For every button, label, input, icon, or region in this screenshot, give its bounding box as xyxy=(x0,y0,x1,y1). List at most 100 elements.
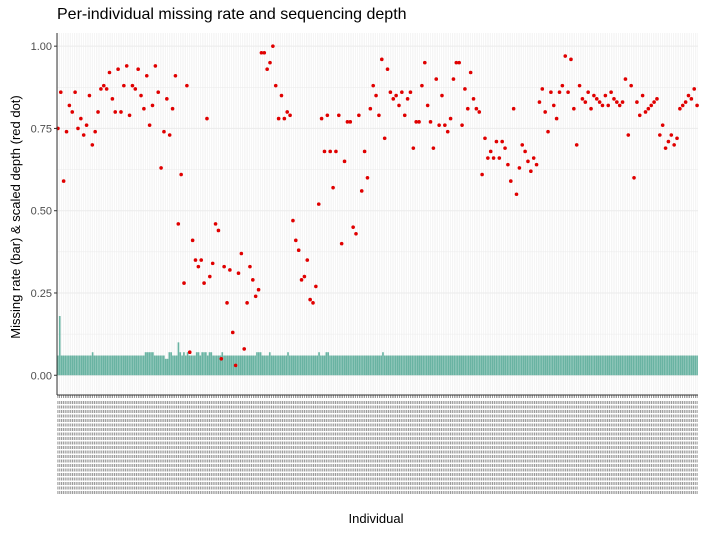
depth-dot xyxy=(319,116,324,121)
depth-dot xyxy=(669,133,674,137)
bar xyxy=(615,355,618,376)
depth-dot xyxy=(96,110,100,114)
depth-dot xyxy=(153,64,158,68)
bar xyxy=(458,355,461,376)
depth-dot xyxy=(359,189,364,193)
bar xyxy=(621,355,624,376)
bar xyxy=(413,355,415,376)
depth-dot xyxy=(305,258,310,262)
depth-dot xyxy=(508,179,513,183)
depth-dot xyxy=(440,93,444,98)
depth-dot xyxy=(276,116,281,121)
depth-dot xyxy=(511,106,516,111)
bar xyxy=(192,355,194,376)
depth-dot xyxy=(334,149,338,154)
bar xyxy=(617,355,620,376)
depth-dot xyxy=(147,123,152,127)
bar xyxy=(688,355,691,376)
depth-dot xyxy=(271,44,275,48)
bar xyxy=(471,355,474,376)
bar xyxy=(131,355,134,376)
depth-dot xyxy=(574,143,579,147)
bar xyxy=(449,355,452,376)
depth-dot xyxy=(445,129,450,134)
bar xyxy=(356,355,359,376)
depth-dot xyxy=(560,83,565,88)
depth-dot xyxy=(199,258,204,262)
bar xyxy=(159,355,162,376)
depth-dot xyxy=(680,103,685,108)
depth-dot xyxy=(239,251,244,256)
bar xyxy=(88,355,90,376)
bar xyxy=(482,355,485,376)
bar xyxy=(398,355,401,376)
depth-dot xyxy=(428,120,433,124)
bar xyxy=(268,352,271,376)
depth-dot xyxy=(514,192,519,197)
bar xyxy=(188,355,191,376)
depth-dot xyxy=(230,330,235,335)
bar xyxy=(566,355,569,376)
bar xyxy=(550,355,552,376)
bar xyxy=(150,352,152,376)
depth-dot xyxy=(316,202,321,206)
depth-dot xyxy=(70,110,75,114)
bar xyxy=(360,355,362,376)
depth-dot xyxy=(388,90,393,95)
bar xyxy=(228,355,231,376)
bar xyxy=(111,355,114,376)
bar xyxy=(168,352,171,376)
depth-dot xyxy=(546,129,550,134)
bar xyxy=(694,355,697,376)
bar xyxy=(561,355,563,376)
bar xyxy=(210,352,213,376)
depth-dot xyxy=(331,185,335,190)
depth-dot xyxy=(517,166,522,170)
bar xyxy=(416,355,419,376)
bar xyxy=(519,355,521,376)
gridlines xyxy=(57,33,698,395)
depth-dot xyxy=(322,149,327,154)
depth-dot xyxy=(632,176,636,180)
bar xyxy=(373,355,375,376)
bar xyxy=(208,352,211,376)
bar xyxy=(117,355,119,376)
depth-dot xyxy=(652,100,656,104)
depth-dot xyxy=(130,83,135,88)
bar xyxy=(515,355,518,376)
bar xyxy=(497,355,499,376)
bar xyxy=(376,355,379,376)
bar xyxy=(577,355,580,376)
depth-dot xyxy=(523,149,527,154)
bar xyxy=(113,355,116,376)
bar xyxy=(281,355,284,376)
depth-dot xyxy=(279,93,284,98)
depth-dot xyxy=(569,57,573,62)
depth-dot xyxy=(288,113,292,118)
bar xyxy=(385,355,388,376)
bar xyxy=(190,355,193,376)
bar xyxy=(590,355,592,376)
bar xyxy=(407,355,410,376)
bar xyxy=(559,355,561,376)
bar xyxy=(177,342,180,376)
depth-dot xyxy=(583,100,588,104)
bar xyxy=(119,355,121,376)
bar xyxy=(122,355,125,376)
bar xyxy=(451,355,454,376)
depth-dot xyxy=(311,301,315,305)
bar xyxy=(369,355,372,376)
depth-dot xyxy=(494,139,499,144)
bar xyxy=(301,355,304,376)
bar xyxy=(166,358,169,376)
bar xyxy=(164,358,167,376)
bar xyxy=(477,355,479,376)
depth-dot xyxy=(695,103,699,108)
depth-dot xyxy=(689,97,694,101)
depth-dot xyxy=(268,60,272,65)
depth-dot xyxy=(213,222,218,226)
depth-dot xyxy=(144,73,149,78)
bar xyxy=(599,355,602,376)
depth-dot xyxy=(64,129,69,134)
bar xyxy=(464,355,466,376)
